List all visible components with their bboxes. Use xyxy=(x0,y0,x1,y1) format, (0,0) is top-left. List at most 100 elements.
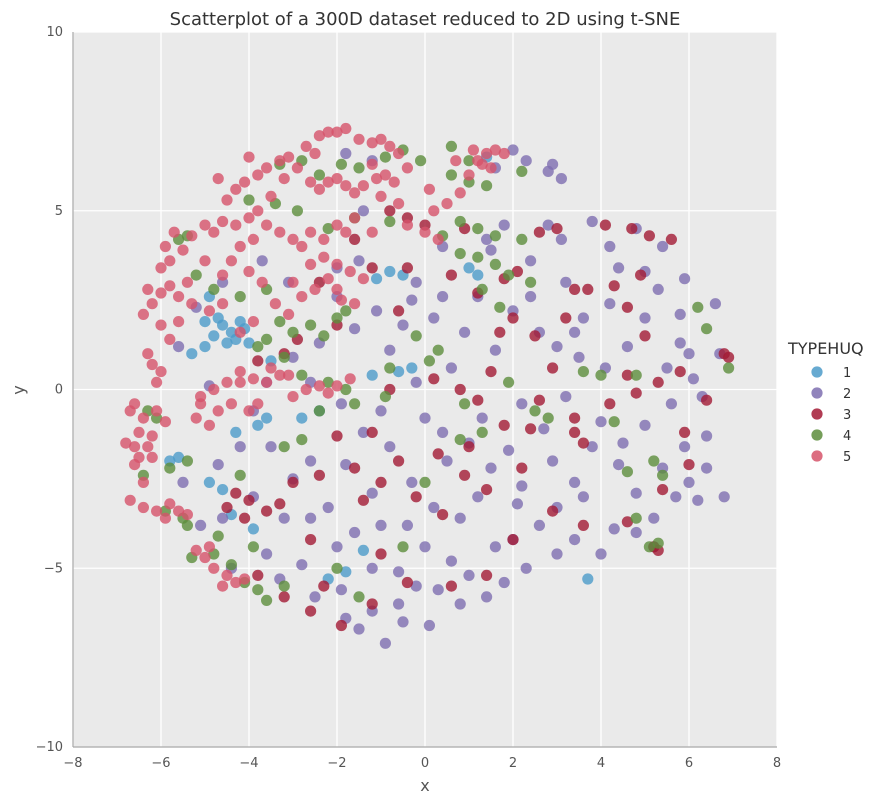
data-point-series-5 xyxy=(124,494,136,506)
data-point-series-5 xyxy=(256,276,268,288)
legend-title: TYPEHUQ xyxy=(787,339,864,358)
data-point-series-5 xyxy=(225,255,237,267)
data-point-series-2 xyxy=(472,491,484,503)
data-point-series-4 xyxy=(652,537,664,549)
data-point-series-2 xyxy=(322,501,334,514)
data-point-series-4 xyxy=(476,426,488,438)
data-point-series-2 xyxy=(701,430,713,442)
data-point-series-4 xyxy=(595,369,607,381)
data-point-series-5 xyxy=(129,398,141,410)
data-point-series-2 xyxy=(195,519,207,532)
data-point-series-2 xyxy=(212,459,224,471)
data-point-series-2 xyxy=(639,312,651,324)
data-point-series-3 xyxy=(507,312,519,324)
data-point-series-4 xyxy=(489,230,501,242)
data-point-series-5 xyxy=(318,251,330,263)
data-point-series-1 xyxy=(371,273,383,285)
data-point-series-2 xyxy=(683,476,695,488)
data-point-series-3 xyxy=(437,508,449,521)
data-point-series-3 xyxy=(569,412,581,424)
data-point-series-3 xyxy=(683,459,695,471)
data-point-series-2 xyxy=(617,437,629,449)
data-point-series-3 xyxy=(525,423,537,435)
data-point-series-2 xyxy=(177,476,189,488)
data-point-series-5 xyxy=(252,169,264,181)
data-point-series-2 xyxy=(674,308,686,320)
data-point-series-5 xyxy=(217,298,229,310)
data-point-series-2 xyxy=(454,598,466,610)
data-point-series-2 xyxy=(670,491,682,503)
data-point-series-5 xyxy=(199,219,211,231)
data-point-series-5 xyxy=(208,226,220,238)
data-point-series-3 xyxy=(547,362,559,374)
data-point-series-2 xyxy=(525,291,537,303)
data-point-series-2 xyxy=(375,519,387,532)
data-point-series-2 xyxy=(340,459,352,471)
data-point-series-5 xyxy=(287,391,299,403)
data-point-series-5 xyxy=(199,551,211,564)
data-point-series-4 xyxy=(261,333,273,345)
data-point-series-5 xyxy=(190,544,202,557)
data-point-series-2 xyxy=(261,548,273,560)
data-point-series-4 xyxy=(278,580,290,592)
data-point-series-4 xyxy=(419,476,431,488)
data-point-series-2 xyxy=(349,526,361,539)
data-point-series-1 xyxy=(463,262,475,274)
data-point-series-5 xyxy=(428,205,440,217)
data-point-series-5 xyxy=(463,169,475,181)
data-point-series-2 xyxy=(397,616,409,628)
data-point-series-3 xyxy=(608,280,620,292)
data-point-series-5 xyxy=(393,147,405,160)
data-point-series-5 xyxy=(234,326,246,338)
data-point-series-1 xyxy=(173,451,185,463)
data-point-series-3 xyxy=(630,387,642,399)
data-point-series-3 xyxy=(335,619,347,632)
data-point-series-2 xyxy=(489,344,501,356)
data-point-series-5 xyxy=(164,498,176,510)
legend-label-3: 3 xyxy=(843,408,851,423)
data-point-series-5 xyxy=(287,233,299,245)
data-point-series-3 xyxy=(472,394,484,406)
data-point-series-5 xyxy=(186,230,198,242)
data-point-series-5 xyxy=(349,187,361,199)
data-point-series-3 xyxy=(384,205,396,217)
data-point-series-4 xyxy=(335,158,347,170)
data-point-series-5 xyxy=(146,451,158,463)
data-point-series-5 xyxy=(384,140,396,152)
data-point-series-5 xyxy=(212,173,224,185)
data-point-series-4 xyxy=(384,362,396,374)
data-point-series-3 xyxy=(481,484,493,496)
data-point-series-4 xyxy=(489,258,501,270)
data-point-series-5 xyxy=(243,405,255,417)
data-point-series-3 xyxy=(252,355,264,367)
data-point-series-5 xyxy=(349,298,361,310)
data-point-series-3 xyxy=(621,516,634,528)
data-point-series-2 xyxy=(665,398,678,410)
data-point-series-5 xyxy=(261,219,273,231)
data-point-series-2 xyxy=(454,512,466,524)
data-point-series-5 xyxy=(137,501,149,514)
data-point-series-5 xyxy=(331,173,343,185)
data-point-series-5 xyxy=(331,126,343,138)
data-point-series-5 xyxy=(489,144,501,156)
data-point-series-5 xyxy=(366,226,378,238)
y-axis-label: y xyxy=(9,385,28,394)
data-point-series-5 xyxy=(146,358,158,371)
data-point-series-4 xyxy=(472,223,484,235)
data-point-series-4 xyxy=(296,434,308,446)
data-point-series-5 xyxy=(366,137,378,149)
data-point-series-1 xyxy=(243,337,255,349)
data-point-series-3 xyxy=(665,233,678,245)
legend-marker-1 xyxy=(811,366,823,378)
y-tick-label: −10 xyxy=(36,740,63,755)
data-point-series-4 xyxy=(454,215,466,228)
data-point-series-2 xyxy=(538,423,550,435)
data-point-series-1 xyxy=(230,426,242,438)
data-point-series-2 xyxy=(265,441,277,453)
data-point-series-2 xyxy=(419,412,431,424)
data-point-series-4 xyxy=(225,559,237,571)
data-point-series-3 xyxy=(445,269,457,281)
data-point-series-5 xyxy=(212,405,224,417)
x-tick-labels: −8 −6 −4 −2 0 2 4 6 8 xyxy=(63,756,781,771)
data-point-series-5 xyxy=(322,176,334,188)
